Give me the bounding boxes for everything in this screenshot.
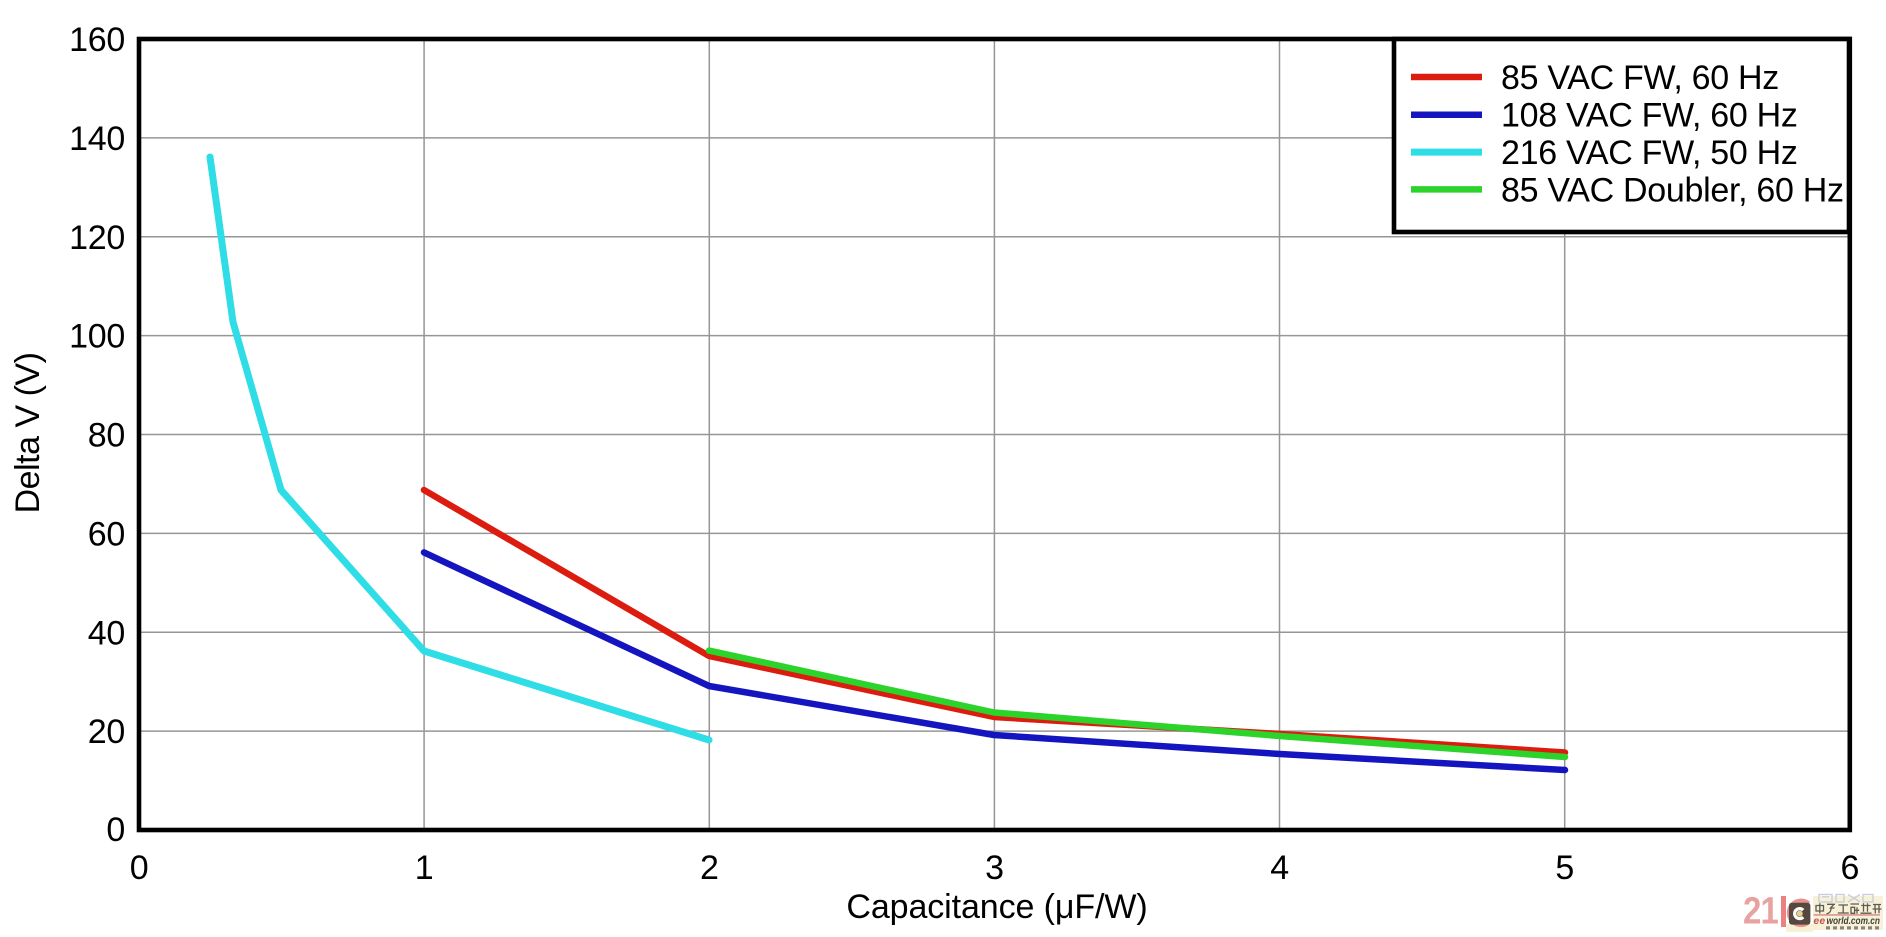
svg-text:60: 60 xyxy=(88,515,125,553)
svg-text:100: 100 xyxy=(69,318,125,356)
svg-text:3: 3 xyxy=(985,849,1004,887)
svg-text:ee: ee xyxy=(1814,915,1826,927)
svg-text:85 VAC Doubler, 60 Hz: 85 VAC Doubler, 60 Hz xyxy=(1501,171,1844,209)
svg-text:21: 21 xyxy=(1743,891,1779,933)
svg-text:40: 40 xyxy=(88,614,125,652)
svg-text:4: 4 xyxy=(1270,849,1289,887)
svg-text:world.com.cn: world.com.cn xyxy=(1827,915,1881,927)
svg-text:20: 20 xyxy=(88,713,125,751)
svg-text:85 VAC FW, 60 Hz: 85 VAC FW, 60 Hz xyxy=(1501,59,1779,97)
svg-text:0: 0 xyxy=(130,849,149,887)
svg-text:5: 5 xyxy=(1555,849,1574,887)
svg-text:108 VAC FW, 60 Hz: 108 VAC FW, 60 Hz xyxy=(1501,97,1798,135)
svg-text:2: 2 xyxy=(700,849,719,887)
svg-text:Delta V (V): Delta V (V) xyxy=(9,353,47,514)
svg-text:Capacitance (μF/W): Capacitance (μF/W) xyxy=(846,888,1147,926)
svg-text:0: 0 xyxy=(106,811,125,849)
svg-text:140: 140 xyxy=(69,120,125,158)
svg-text:120: 120 xyxy=(69,219,125,257)
svg-text:160: 160 xyxy=(69,21,125,59)
svg-text:1: 1 xyxy=(415,849,434,887)
svg-text:216 VAC FW, 50 Hz: 216 VAC FW, 50 Hz xyxy=(1501,134,1798,172)
svg-text:80: 80 xyxy=(88,417,125,455)
svg-text:6: 6 xyxy=(1840,849,1859,887)
